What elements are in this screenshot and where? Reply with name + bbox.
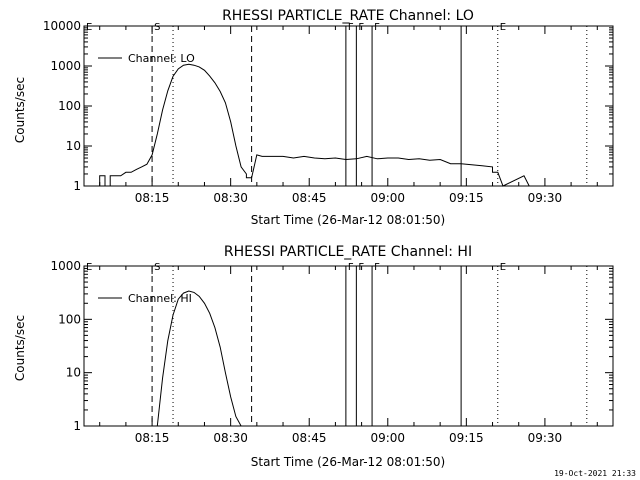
event-marker-label: F [348,262,354,273]
x-tick-label: 08:30 [213,431,248,445]
chart-title: RHESSI PARTICLE_RATE Channel: LO [222,8,474,24]
x-tick-label: 08:30 [213,191,248,205]
y-tick-label: 10 [66,366,81,380]
event-marker-label: E [86,22,92,33]
y-tick-label: 1 [73,419,81,433]
event-marker-label: F [374,22,380,33]
y-tick-label: 10000 [43,19,81,33]
event-marker-label: F [348,22,354,33]
event-marker-label: E [86,262,92,273]
event-marker-label: F [374,262,380,273]
x-tick-label: 08:15 [135,431,170,445]
timestamp-footer: 19-Oct-2021 21:33 [554,469,636,478]
x-axis-label: Start Time (26-Mar-12 08:01:50) [251,213,445,227]
legend-entry: Channel: HI [128,292,192,305]
event-marker-label: E [500,22,506,33]
series-line-lo [99,63,530,187]
x-tick-label: 09:00 [370,191,405,205]
x-tick-label: 08:15 [135,191,170,205]
chart-title: RHESSI PARTICLE_RATE Channel: HI [224,244,472,260]
lo-channel-panel: RHESSI PARTICLE_RATE Channel: LO Counts/… [13,8,614,227]
y-tick-label: 1 [73,179,81,193]
x-tick-label: 09:15 [449,191,484,205]
event-marker-label: S [154,22,160,33]
y-axis-label: Counts/sec [13,315,27,381]
legend-entry: Channel: LO [128,52,195,65]
x-tick-label: 09:30 [528,431,563,445]
y-tick-label: 10 [66,139,81,153]
event-marker-label: E [500,262,506,273]
x-tick-label: 08:45 [292,431,327,445]
plot-frame [83,265,614,427]
x-tick-label: 09:30 [528,191,563,205]
event-marker-label: S [154,262,160,273]
event-marker-label: F [358,22,364,33]
hi-channel-panel: RHESSI PARTICLE_RATE Channel: HI Counts/… [13,244,614,469]
y-tick-label: 1000 [50,259,81,273]
event-marker-label: F [358,262,364,273]
series-line-hi [156,290,242,427]
plot-frame [83,25,614,187]
x-tick-label: 09:15 [449,431,484,445]
x-tick-label: 08:45 [292,191,327,205]
y-tick-label: 100 [58,99,81,113]
y-tick-label: 1000 [50,59,81,73]
y-tick-label: 100 [58,312,81,326]
y-axis-label: Counts/sec [13,77,27,143]
x-tick-label: 09:00 [370,431,405,445]
x-axis-label: Start Time (26-Mar-12 08:01:50) [251,455,445,469]
